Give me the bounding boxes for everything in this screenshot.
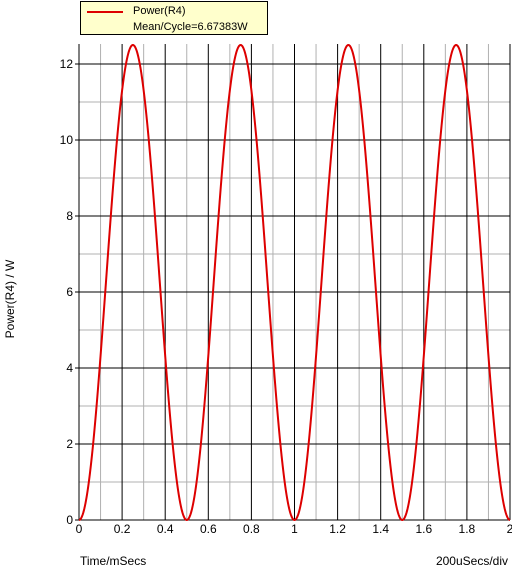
x-tick-label: 0.4 [157,522,174,536]
legend-mean-label: Mean/Cycle=6.67383W [133,21,248,33]
y-tick-label: 10 [60,133,74,147]
x-tick-label: 1.8 [459,522,476,536]
y-tick-label: 6 [66,285,73,299]
x-tick-label: 1.6 [415,522,432,536]
x-tick-label: 0.6 [200,522,217,536]
scale-note: 200uSecs/div [435,554,508,568]
y-tick-labels: 0 2 4 6 8 10 12 [60,57,74,527]
series-line-power-r4 [78,43,511,522]
x-tick-label: 1.2 [329,522,346,536]
major-grid [75,44,511,521]
y-tick-label: 4 [66,361,73,375]
legend-swatch [87,11,123,13]
legend: Power(R4) Mean/Cycle=6.67383W [80,1,268,35]
x-tick-label: 0.2 [114,522,131,536]
legend-series-label: Power(R4) [133,5,186,17]
x-tick-label: 0 [76,522,83,536]
y-tick-label: 8 [66,209,73,223]
x-tick-label: 1 [291,522,298,536]
y-tick-label: 0 [66,513,73,527]
x-tick-label: 0.8 [243,522,260,536]
x-axis-title: Time/mSecs [80,554,147,568]
y-tick-label: 12 [60,57,74,71]
x-tick-label: 2 [507,522,512,536]
y-tick-label: 2 [66,437,73,451]
y-axis-title: Power(R4) / W [3,259,17,339]
x-tick-label: 1.4 [372,522,389,536]
x-tick-labels: 0 0.2 0.4 0.6 0.8 1 1.2 1.4 1.6 1.8 2 [76,522,512,536]
